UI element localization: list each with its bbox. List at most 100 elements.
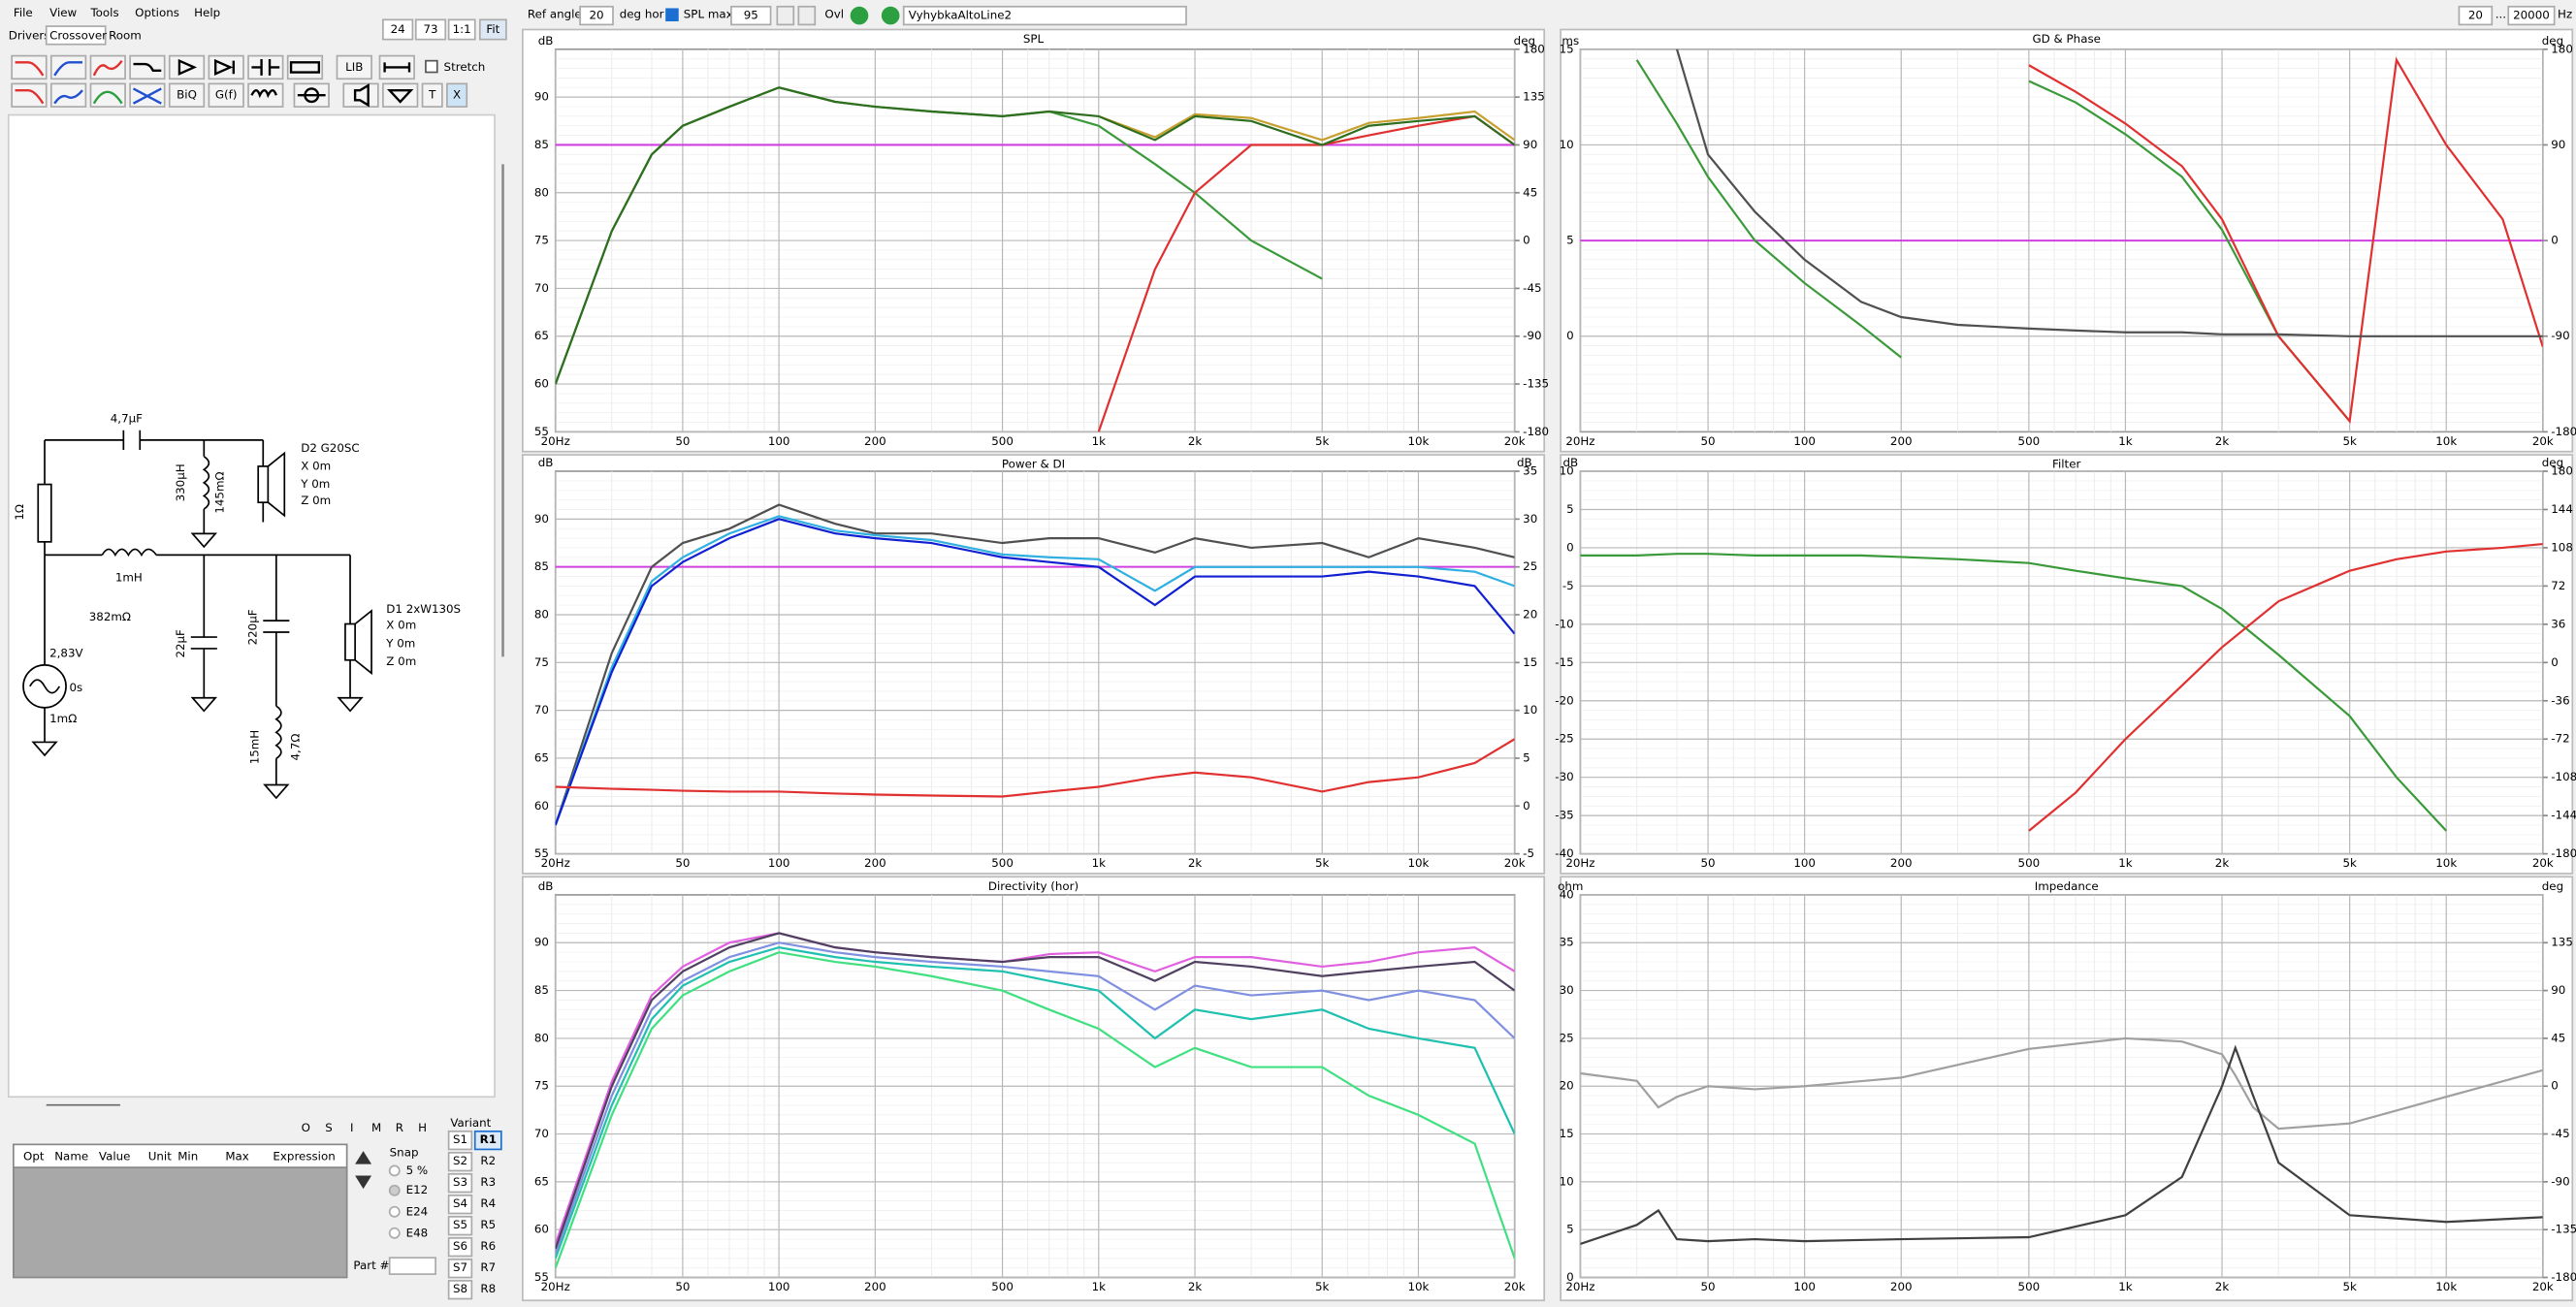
x-tick-label: 100: [1793, 856, 1816, 870]
y2-tick-label: -5: [1523, 846, 1534, 860]
x-tick-label: 20Hz: [541, 1280, 570, 1293]
variant-s[interactable]: [447, 1259, 473, 1279]
x-tick-label: 50: [675, 856, 690, 870]
view-button[interactable]: [414, 18, 447, 41]
tool-button[interactable]: [446, 82, 468, 108]
y2-tick-label: 90: [2551, 983, 2565, 997]
y2-tick-label: 0: [1523, 234, 1530, 247]
label[interactable]: R7: [480, 1260, 496, 1274]
tool-button[interactable]: [11, 82, 48, 108]
label[interactable]: R4: [480, 1196, 496, 1210]
variant-s[interactable]: [447, 1216, 473, 1236]
variant-s[interactable]: [447, 1194, 473, 1215]
label[interactable]: R6: [480, 1239, 496, 1253]
view-button[interactable]: [382, 18, 414, 41]
opt-button[interactable]: O: [302, 1121, 310, 1134]
tab[interactable]: Drivers: [9, 29, 50, 43]
tool-button[interactable]: [247, 82, 284, 108]
label: 1Ω: [13, 504, 26, 521]
label: 220µF: [246, 609, 260, 645]
y-tick-label: 80: [534, 607, 549, 621]
series-line: [1580, 1044, 2543, 1246]
view-label: 1:1: [453, 22, 471, 36]
x-tick-label: 200: [864, 856, 886, 870]
x-tick-label: 500: [2018, 856, 2041, 870]
variant-s[interactable]: [447, 1172, 473, 1194]
x-tick-label: 100: [768, 856, 790, 870]
tool-button[interactable]: [89, 82, 126, 108]
label[interactable]: R8: [480, 1282, 496, 1295]
move-up[interactable]: [355, 1151, 372, 1164]
x-tick-label: 1k: [1092, 1280, 1107, 1293]
variant-s[interactable]: [447, 1237, 473, 1258]
menu-item[interactable]: Tools: [89, 6, 118, 19]
radio[interactable]: [388, 1227, 401, 1239]
y-tick-label: -35: [1555, 809, 1573, 822]
x-tick-label: 100: [1793, 434, 1816, 448]
view-label: Fit: [486, 22, 499, 36]
spin[interactable]: [797, 5, 817, 26]
opt-button[interactable]: S: [325, 1121, 333, 1134]
menu-item[interactable]: Help: [194, 6, 220, 19]
label[interactable]: R3: [480, 1175, 496, 1189]
y2-tick-label: -45: [1523, 281, 1541, 295]
label: T: [428, 88, 436, 102]
label[interactable]: R1: [480, 1132, 497, 1146]
y2-tick-label: 35: [1523, 464, 1537, 478]
move-down[interactable]: [355, 1175, 372, 1190]
tool-button[interactable]: [129, 54, 166, 80]
y-tick-label: 90: [534, 936, 549, 949]
label: 382mΩ: [89, 610, 131, 623]
x-tick-label: 2k: [1188, 434, 1203, 448]
y2-axis-label: deg: [2542, 34, 2563, 48]
add-button[interactable]: [850, 6, 869, 25]
opt-button[interactable]: R: [396, 1121, 403, 1134]
tool-button[interactable]: [168, 82, 206, 108]
tab[interactable]: Room: [109, 29, 142, 43]
box: [902, 5, 1187, 26]
tool-button[interactable]: [168, 54, 206, 80]
view-button[interactable]: [447, 18, 476, 41]
tool-button[interactable]: [421, 82, 443, 108]
x-tick-label: 5k: [1315, 856, 1330, 870]
tool-button[interactable]: [208, 82, 244, 108]
opt-button[interactable]: H: [418, 1121, 427, 1134]
label[interactable]: R2: [480, 1154, 496, 1167]
y-tick-label: 10: [1560, 138, 1574, 151]
checkbox[interactable]: [425, 59, 438, 74]
label: E24: [406, 1204, 429, 1218]
menu-item[interactable]: File: [14, 6, 33, 19]
radio[interactable]: [388, 1184, 401, 1196]
spin[interactable]: [776, 5, 795, 26]
tool-button[interactable]: [208, 54, 244, 80]
radio[interactable]: [388, 1205, 401, 1218]
menu-item[interactable]: View: [49, 6, 77, 19]
tab[interactable]: Crossover: [49, 29, 107, 43]
tool-button[interactable]: [342, 82, 379, 108]
menu-item[interactable]: Options: [135, 6, 179, 19]
y2-tick-label: 0: [2551, 234, 2559, 247]
view-button[interactable]: [478, 18, 507, 41]
label[interactable]: R5: [480, 1218, 496, 1231]
tool-button[interactable]: [286, 54, 324, 80]
tool-button[interactable]: [49, 54, 87, 80]
tool-button[interactable]: [336, 54, 372, 80]
label: 20: [590, 9, 604, 22]
y-tick-label: 70: [534, 281, 549, 295]
tool-button[interactable]: [49, 82, 87, 108]
variant-s[interactable]: [447, 1280, 473, 1300]
opt-button[interactable]: I: [350, 1121, 354, 1134]
x-tick-label: 20Hz: [1565, 1280, 1594, 1293]
variant-s[interactable]: [447, 1151, 473, 1172]
radio[interactable]: [388, 1164, 401, 1177]
checkbox[interactable]: [665, 8, 679, 22]
label: S4: [453, 1196, 467, 1210]
y-tick-label: 85: [534, 559, 549, 573]
tool-button[interactable]: [11, 54, 48, 80]
tool-button[interactable]: [247, 54, 284, 80]
remove-button[interactable]: [881, 6, 900, 25]
variant-s[interactable]: [447, 1130, 473, 1151]
x-tick-label: 20Hz: [541, 856, 570, 870]
opt-button[interactable]: M: [371, 1121, 381, 1134]
y-tick-label: -15: [1555, 655, 1573, 669]
